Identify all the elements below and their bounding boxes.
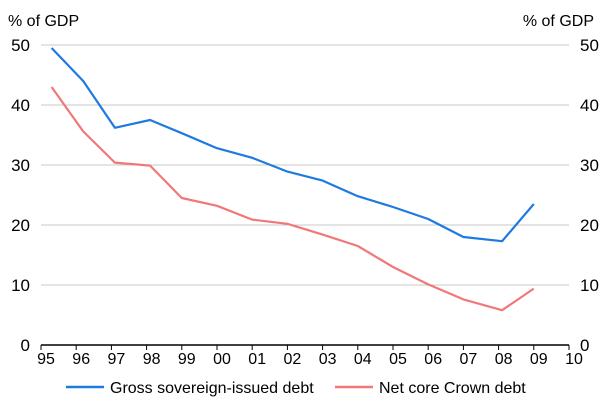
y-tick-label-left: 50 — [11, 36, 30, 55]
x-tick-label: 09 — [530, 351, 548, 368]
gridlines — [41, 44, 569, 286]
y-tick-label-left: 20 — [11, 216, 30, 235]
x-tick-label: 08 — [495, 351, 513, 368]
y-tick-label-right: 10 — [580, 276, 599, 295]
y-tick-label-right: 0 — [580, 336, 589, 355]
series-line-1 — [50, 47, 535, 243]
x-tick-label: 04 — [354, 351, 372, 368]
x-tick-label: 00 — [213, 351, 231, 368]
x-tick-label: 96 — [72, 351, 90, 368]
y-tick-label-right: 30 — [580, 156, 599, 175]
x-tick-label: 01 — [248, 351, 266, 368]
x-tick-label: 02 — [284, 351, 302, 368]
x-tick-label: 03 — [319, 351, 337, 368]
series-lines — [50, 47, 535, 312]
y-tick-label-left: 0 — [21, 336, 30, 355]
x-tick-label: 06 — [424, 351, 442, 368]
y-tick-label-right: 20 — [580, 216, 599, 235]
x-tick-label: 97 — [108, 351, 126, 368]
y-tick-label-right: 50 — [580, 36, 599, 55]
legend: Gross sovereign-issued debt Net core Crow… — [66, 380, 526, 397]
legend-label-1: Gross sovereign-issued debt — [110, 380, 314, 397]
x-tick-label: 05 — [389, 351, 407, 368]
x-tick-label: 10 — [565, 351, 583, 368]
left-axis-unit-label: % of GDP — [8, 13, 79, 30]
x-tick-label: 07 — [460, 351, 478, 368]
y-tick-label-right: 40 — [580, 96, 599, 115]
x-axis: 95 96 97 98 99 00 01 02 03 04 05 06 07 08 09 10 — [37, 344, 583, 368]
y-tick-label-left: 10 — [11, 276, 30, 295]
left-y-axis: 0 10 20 30 40 50 — [11, 36, 30, 355]
right-y-axis: 0 10 20 30 40 50 — [580, 36, 599, 355]
series-line-2 — [50, 86, 535, 312]
x-tick-label: 99 — [178, 351, 196, 368]
right-axis-unit-label: % of GDP — [523, 13, 594, 30]
y-tick-label-left: 30 — [11, 156, 30, 175]
x-tick-label: 95 — [37, 351, 55, 368]
legend-label-2: Net core Crown debt — [379, 380, 526, 397]
x-tick-label: 98 — [143, 351, 161, 368]
y-tick-label-left: 40 — [11, 96, 30, 115]
